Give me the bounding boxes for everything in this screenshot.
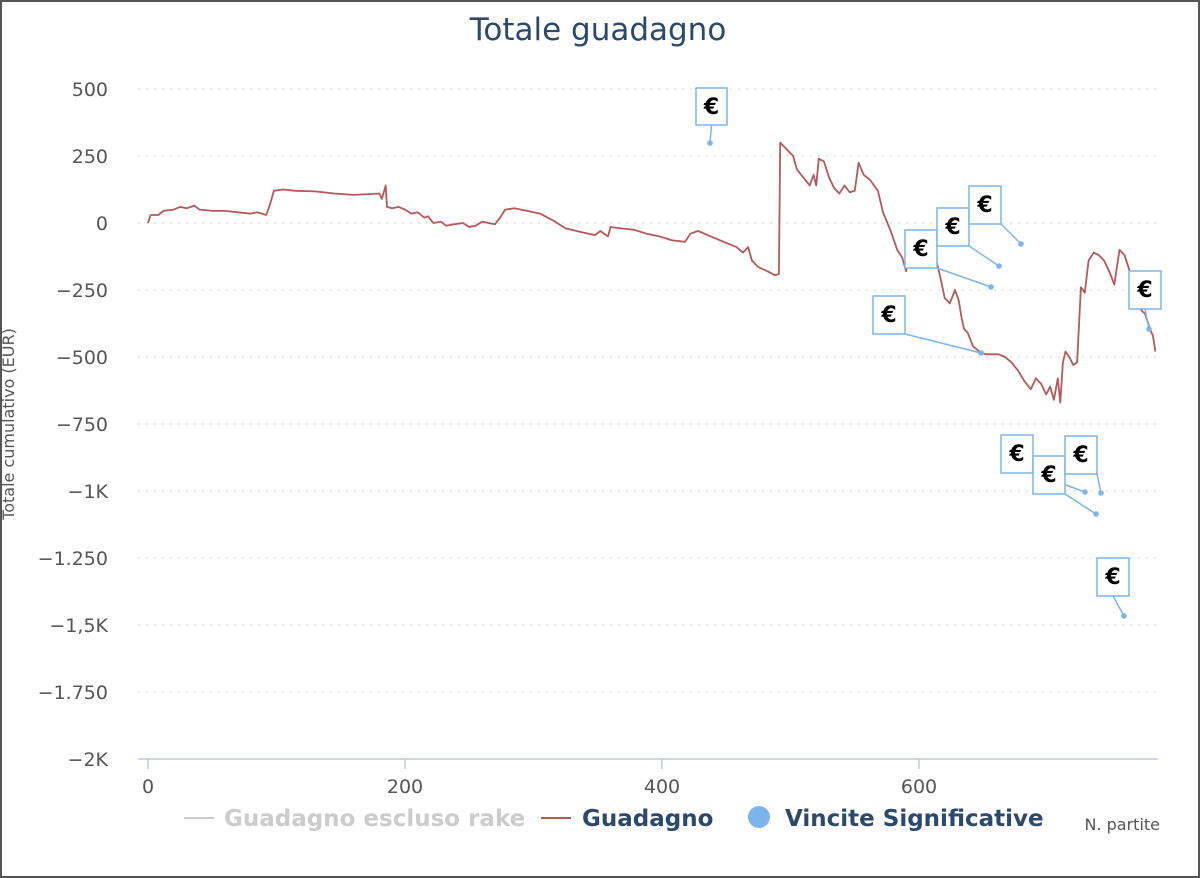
win-marker xyxy=(1018,241,1024,247)
y-tick-label: −500 xyxy=(56,347,108,369)
flag-euro-label: € xyxy=(912,237,928,262)
x-tick-label: 0 xyxy=(142,776,154,798)
flag-connector xyxy=(1096,473,1102,494)
y-tick-label: −1K xyxy=(68,481,109,503)
y-tick-label: −1,5K xyxy=(49,615,108,637)
flag-box xyxy=(695,87,728,126)
x-axis-title: N. partite xyxy=(1084,815,1160,834)
y-tick-label: 500 xyxy=(72,79,108,101)
win-marker xyxy=(996,263,1002,269)
x-tick-label: 400 xyxy=(644,776,680,798)
flag-connector xyxy=(936,267,992,288)
flag-euro-label: € xyxy=(1104,565,1120,590)
win-marker xyxy=(988,284,994,290)
flag-connector xyxy=(1144,308,1150,330)
flag-box xyxy=(1032,455,1066,495)
flag-euro-label: € xyxy=(944,215,960,240)
flag-connector xyxy=(1064,493,1097,515)
win-marker xyxy=(1098,490,1104,496)
chart-title: Totale guadagno xyxy=(469,12,727,48)
y-tick-label: 250 xyxy=(72,146,108,168)
y-axis-title: Totale cumulativo (EUR) xyxy=(0,328,18,521)
flag-box xyxy=(904,229,938,269)
flag-connector xyxy=(968,245,1000,267)
y-tick-label: −1.750 xyxy=(38,682,108,704)
y-tick-label: 0 xyxy=(96,213,108,235)
win-marker xyxy=(1082,489,1088,495)
y-tick-label: −1.250 xyxy=(38,548,108,570)
flag-box xyxy=(872,295,906,335)
legend-item-guadagno-escluso-rake[interactable]: Guadagno escluso rake xyxy=(224,806,525,832)
flag-box xyxy=(936,207,970,247)
flag-box xyxy=(1000,434,1034,474)
flag-box xyxy=(968,185,1002,225)
legend-item-vincite-significative[interactable]: Vincite Significative xyxy=(785,806,1044,832)
x-tick-label: 600 xyxy=(901,776,937,798)
y-tick-label: −2K xyxy=(68,749,109,771)
legend-swatch-vincite-significative xyxy=(748,806,770,828)
series-line-guadagno xyxy=(147,141,1157,404)
y-tick-label: −750 xyxy=(56,414,108,436)
flag-box xyxy=(1096,557,1130,597)
flag-euro-label: € xyxy=(1136,278,1152,303)
flag-box xyxy=(1064,435,1098,475)
flag-euro-label: € xyxy=(703,95,719,120)
flag-connector xyxy=(709,124,713,144)
win-marker xyxy=(1093,511,1099,517)
flag-connector xyxy=(904,333,982,354)
win-marker xyxy=(978,350,984,356)
flag-euro-label: € xyxy=(880,303,896,328)
x-tick-label: 200 xyxy=(387,776,423,798)
win-marker xyxy=(1146,326,1152,332)
win-marker xyxy=(707,140,713,146)
flag-connector xyxy=(1112,595,1125,617)
y-tick-label: −250 xyxy=(56,280,108,302)
flag-euro-label: € xyxy=(1040,463,1056,488)
flag-euro-label: € xyxy=(976,193,992,218)
flag-euro-label: € xyxy=(1008,442,1024,467)
win-marker xyxy=(1121,613,1127,619)
flag-box xyxy=(1128,270,1162,310)
legend-item-guadagno[interactable]: Guadagno xyxy=(582,806,713,832)
flag-euro-label: € xyxy=(1072,443,1088,468)
flag-connector xyxy=(1000,223,1022,245)
